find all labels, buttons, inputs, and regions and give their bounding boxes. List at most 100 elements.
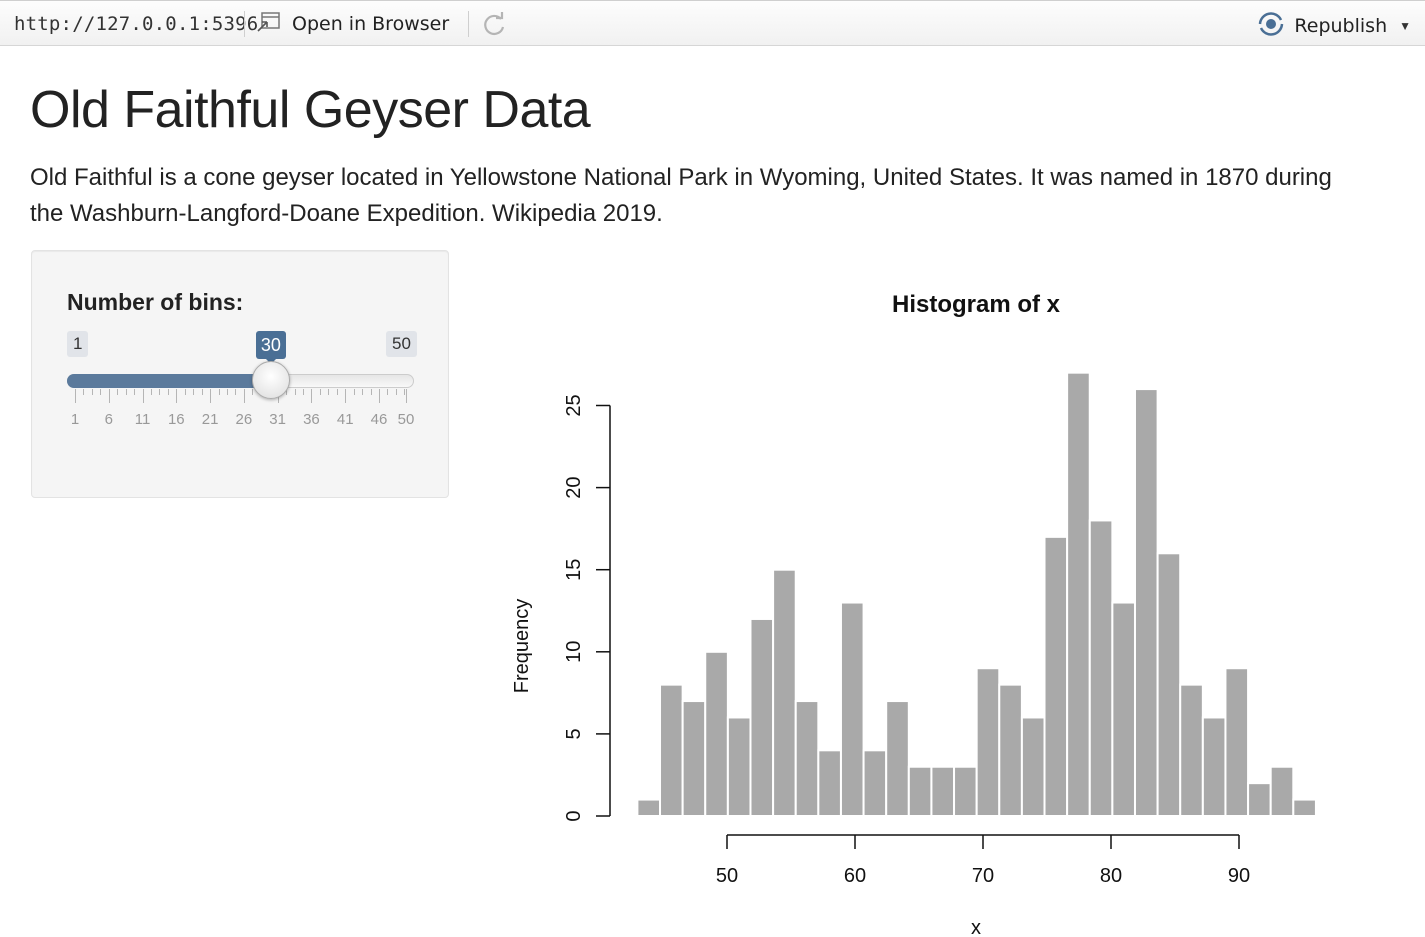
histogram-bar <box>907 765 933 817</box>
slider-minor-tick <box>319 389 321 395</box>
histogram-bar <box>998 683 1023 818</box>
slider-tick-label: 6 <box>104 411 113 428</box>
y-tick-label: 25 <box>563 394 585 416</box>
open-in-browser-label: Open in Browser <box>292 13 450 35</box>
slider-minor-tick <box>100 389 102 395</box>
histogram-bar <box>749 617 775 817</box>
x-tick-label: 50 <box>716 865 738 887</box>
republish-button[interactable]: Republish ▼ <box>1256 11 1411 41</box>
slider-minor-tick <box>387 389 389 395</box>
y-axis: 0 5 10 15 20 25 <box>563 394 611 822</box>
histogram-bar <box>1066 371 1091 817</box>
histogram-bar <box>636 798 662 818</box>
x-tick-label: 90 <box>1228 865 1250 887</box>
y-tick-label: 15 <box>563 559 585 581</box>
histogram-bar <box>1201 716 1227 818</box>
histogram-bar <box>1247 782 1272 817</box>
slider-max-label: 50 <box>386 331 417 357</box>
url-text[interactable]: http://127.0.0.1:5396 <box>14 13 259 35</box>
slider-tick-label: 31 <box>269 411 286 428</box>
slider-minor-tick <box>125 389 127 395</box>
refresh-button[interactable] <box>480 11 508 39</box>
histogram-bar <box>1111 601 1136 818</box>
slider-minor-tick <box>353 389 355 395</box>
slider-ticks <box>67 389 414 405</box>
bars-group <box>636 371 1317 818</box>
y-axis-label: Frequency <box>511 599 533 694</box>
slider-major-tick <box>108 389 110 403</box>
histogram-bar <box>1020 716 1046 818</box>
histogram-bar <box>794 700 820 817</box>
chart-title: Histogram of x <box>892 291 1061 318</box>
slider-minor-tick <box>336 389 338 395</box>
slider-minor-tick <box>395 389 397 395</box>
histogram-bar <box>1292 798 1317 818</box>
slider-tick-label: 46 <box>370 411 388 428</box>
caret-down-icon[interactable]: ▼ <box>1399 19 1411 33</box>
x-tick-label: 80 <box>1100 865 1122 887</box>
open-in-browser-button[interactable]: Open in Browser <box>256 9 449 39</box>
histogram-bar <box>930 765 956 817</box>
slider-minor-tick <box>328 389 330 395</box>
y-tick-label: 5 <box>563 728 585 739</box>
histogram-chart: Histogram of x Frequency x 0 5 10 15 20 25 50… <box>511 291 1317 937</box>
slider-minor-tick <box>218 389 220 395</box>
slider-minor-tick <box>362 389 364 395</box>
histogram-bar <box>704 650 729 817</box>
histogram-bar <box>659 683 684 818</box>
slider-major-tick <box>176 389 178 403</box>
republish-icon <box>1256 11 1286 42</box>
histogram-bar <box>1133 388 1159 818</box>
slider-minor-tick <box>226 389 228 395</box>
slider-minor-tick <box>370 389 372 395</box>
slider-fill <box>67 374 271 388</box>
viewer-toolbar: http://127.0.0.1:5396 Open in Browser <box>0 0 1425 46</box>
slider-minor-tick <box>91 389 93 395</box>
slider-major-tick <box>210 389 212 403</box>
slider-minor-tick <box>193 389 195 395</box>
histogram-bar <box>1269 765 1295 817</box>
histogram-bar <box>953 765 978 817</box>
slider-tick-label: 21 <box>201 411 219 428</box>
slider-major-tick <box>243 389 245 403</box>
slider-handle[interactable] <box>251 361 290 399</box>
histogram-bar <box>885 700 910 817</box>
sidebar-panel: Number of bins: 1 50 30 1 6 11 16 21 26 31 36 41… <box>31 250 449 498</box>
slider-minor-tick <box>404 389 406 395</box>
slider-minor-tick <box>235 389 237 395</box>
slider-minor-tick <box>134 389 136 395</box>
slider-tick-label: 36 <box>303 411 320 428</box>
slider-minor-tick <box>294 389 296 395</box>
page-description: Old Faithful is a cone geyser located in… <box>30 164 1332 227</box>
histogram-bar <box>1088 519 1114 817</box>
histogram-bar <box>1156 552 1182 817</box>
slider-major-tick <box>345 389 347 403</box>
slider-major-tick <box>311 389 313 403</box>
x-axis-label: x <box>971 917 981 937</box>
histogram-bar <box>975 667 1001 817</box>
toolbar-separator <box>468 11 469 37</box>
histogram-bar <box>839 601 865 818</box>
slider-minor-tick <box>184 389 186 395</box>
slider-major-tick <box>142 389 144 403</box>
slider-tick-label: 1 <box>70 411 80 428</box>
slider-minor-tick <box>150 389 152 395</box>
slider-minor-tick <box>159 389 161 395</box>
slider-minor-tick <box>302 389 304 395</box>
bins-label: Number of bins: <box>67 289 244 315</box>
republish-label: Republish <box>1294 15 1388 37</box>
y-tick-label: 0 <box>563 810 585 821</box>
slider-major-tick <box>378 389 380 403</box>
slider-major-tick <box>75 389 76 403</box>
slider-minor-tick <box>117 389 119 395</box>
x-axis: 50 60 70 80 90 <box>716 834 1250 887</box>
slider-tick-label: 41 <box>336 411 354 428</box>
slider-value-label: 30 <box>255 331 286 364</box>
x-tick-label: 70 <box>972 865 994 887</box>
slider-minor-tick <box>201 389 203 395</box>
x-tick-label: 60 <box>844 865 866 887</box>
slider-minor-tick <box>286 389 288 395</box>
histogram-bar <box>817 749 842 818</box>
refresh-icon <box>480 12 508 43</box>
slider-major-tick <box>406 389 407 403</box>
